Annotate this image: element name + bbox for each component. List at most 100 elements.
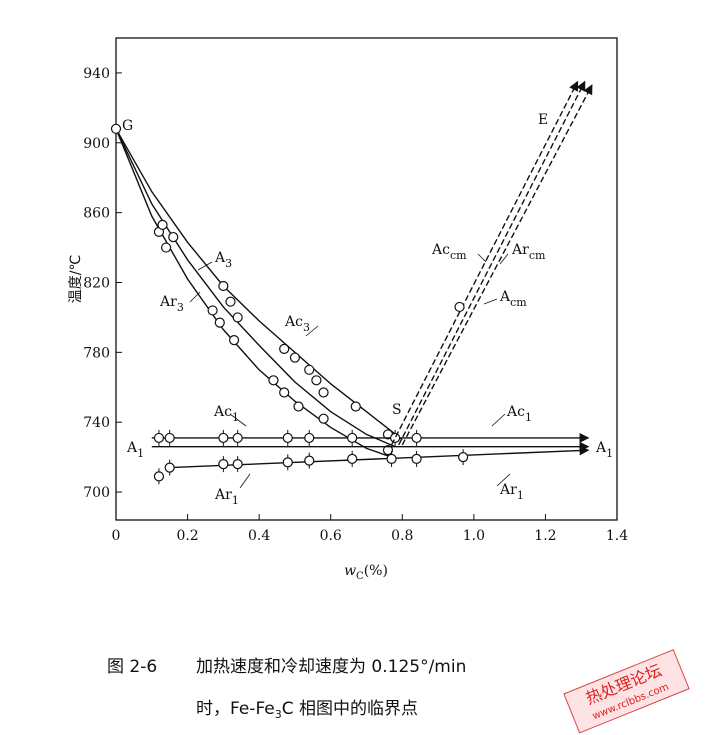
curve-label: S <box>392 402 402 418</box>
curve-label: E <box>538 112 548 128</box>
curve-label-main: Ar <box>214 487 232 503</box>
y-tick-label: 700 <box>83 485 110 501</box>
x-tick-label: 1.4 <box>606 528 628 544</box>
curve-label-main: A <box>595 440 607 456</box>
x-tick-label: 0.4 <box>248 528 270 544</box>
data-point <box>218 432 229 444</box>
curve-label-main: A <box>126 440 138 456</box>
leaders <box>189 253 511 489</box>
plot-frame <box>115 37 618 521</box>
data-point <box>207 305 218 316</box>
x-tick-label: 0 <box>112 528 121 544</box>
curve-label-sub: 3 <box>303 321 310 334</box>
x-tick-label: 0.6 <box>320 528 342 544</box>
curve-label-sub: 3 <box>225 257 232 270</box>
y-tick-label: 740 <box>83 415 110 431</box>
data-point <box>304 455 315 466</box>
curve-label: Arcm <box>511 242 546 262</box>
data-point <box>232 432 243 444</box>
curve-label-main: Ac <box>431 242 450 258</box>
curve-label-sub: 3 <box>177 301 184 314</box>
x-tick-label: 0.8 <box>391 528 413 544</box>
x-tick-label: 1.2 <box>534 528 556 544</box>
data-point <box>164 462 175 473</box>
data-point <box>279 343 290 354</box>
data-point <box>304 432 315 444</box>
curve-label: Accm <box>431 242 467 262</box>
curve-label-main: E <box>538 112 548 128</box>
data-point <box>157 219 168 230</box>
data-point <box>228 335 240 346</box>
data-point <box>411 432 422 444</box>
curve-label-main: A <box>499 289 511 305</box>
curve-label: A1 <box>595 440 613 460</box>
curve <box>115 128 392 458</box>
curve-label: A1 <box>126 440 144 460</box>
curve-label-sub: cm <box>529 249 546 262</box>
data-point <box>279 387 290 398</box>
data-point <box>268 375 279 386</box>
data-point <box>218 459 229 470</box>
data-point <box>382 445 394 456</box>
caption-a: 时，Fe-Fe <box>196 699 275 719</box>
curve <box>115 128 403 441</box>
curve-label: Ar1 <box>214 487 239 507</box>
caption-line2: 时，Fe-Fe3C 相图中的临界点 <box>196 699 418 721</box>
data-point <box>311 375 322 386</box>
curve-label: Acm <box>499 289 527 309</box>
data-point <box>164 432 175 444</box>
curve-label-sub: 1 <box>525 411 532 424</box>
curve-label: Ar1 <box>499 482 524 502</box>
caption-b: C 相图中的临界点 <box>282 699 418 719</box>
data-point <box>318 387 329 398</box>
curve-label: G <box>122 118 133 134</box>
curve <box>390 80 579 446</box>
data-point <box>232 459 243 470</box>
data-point <box>232 312 243 323</box>
data-point <box>282 432 293 444</box>
curve-label-sub: cm <box>510 296 527 309</box>
curve-label-sub: 1 <box>606 447 613 460</box>
curve-label: Ac1 <box>213 404 239 424</box>
data-point <box>153 432 165 444</box>
curve <box>398 80 586 446</box>
caption-sub: 3 <box>275 708 282 721</box>
data-point <box>293 401 304 412</box>
curve-label-sub: 1 <box>232 494 239 507</box>
curve-label: Ac3 <box>284 314 310 334</box>
x-label-sub: C <box>356 571 364 582</box>
curve-label-main: G <box>122 118 133 134</box>
data-point <box>350 401 361 412</box>
y-tick-label: 820 <box>83 275 110 291</box>
data-point <box>168 231 179 243</box>
data-point <box>153 471 165 482</box>
y-tick-label: 780 <box>83 345 110 361</box>
x-axis-label: wC(%) <box>344 563 388 582</box>
data-point <box>318 413 329 424</box>
data-point <box>289 352 301 363</box>
data-point <box>458 452 469 463</box>
curve-label-sub: 1 <box>517 489 524 502</box>
data-point <box>454 301 465 313</box>
x-tick-label: 1.0 <box>463 528 485 544</box>
data-point <box>386 453 397 464</box>
curve-label-main: Ac <box>284 314 303 330</box>
data-point <box>282 457 293 468</box>
curve <box>115 128 396 448</box>
data-point <box>347 453 358 464</box>
data-point <box>225 296 236 307</box>
curve <box>401 84 593 446</box>
y-tick-label: 900 <box>83 136 110 152</box>
curve-label-main: Ac <box>213 404 232 420</box>
curve-label: Ac1 <box>506 404 532 424</box>
y-tick-label: 860 <box>83 206 110 222</box>
x-label-var: w <box>344 563 356 579</box>
curve-label-main: Ar <box>159 294 177 310</box>
curve-label: Ar3 <box>159 294 184 314</box>
curve-label-main: Ac <box>506 404 525 420</box>
curve-label-main: Ar <box>511 242 529 258</box>
y-tick-label: 940 <box>83 66 110 82</box>
x-label-unit: (%) <box>364 563 388 579</box>
